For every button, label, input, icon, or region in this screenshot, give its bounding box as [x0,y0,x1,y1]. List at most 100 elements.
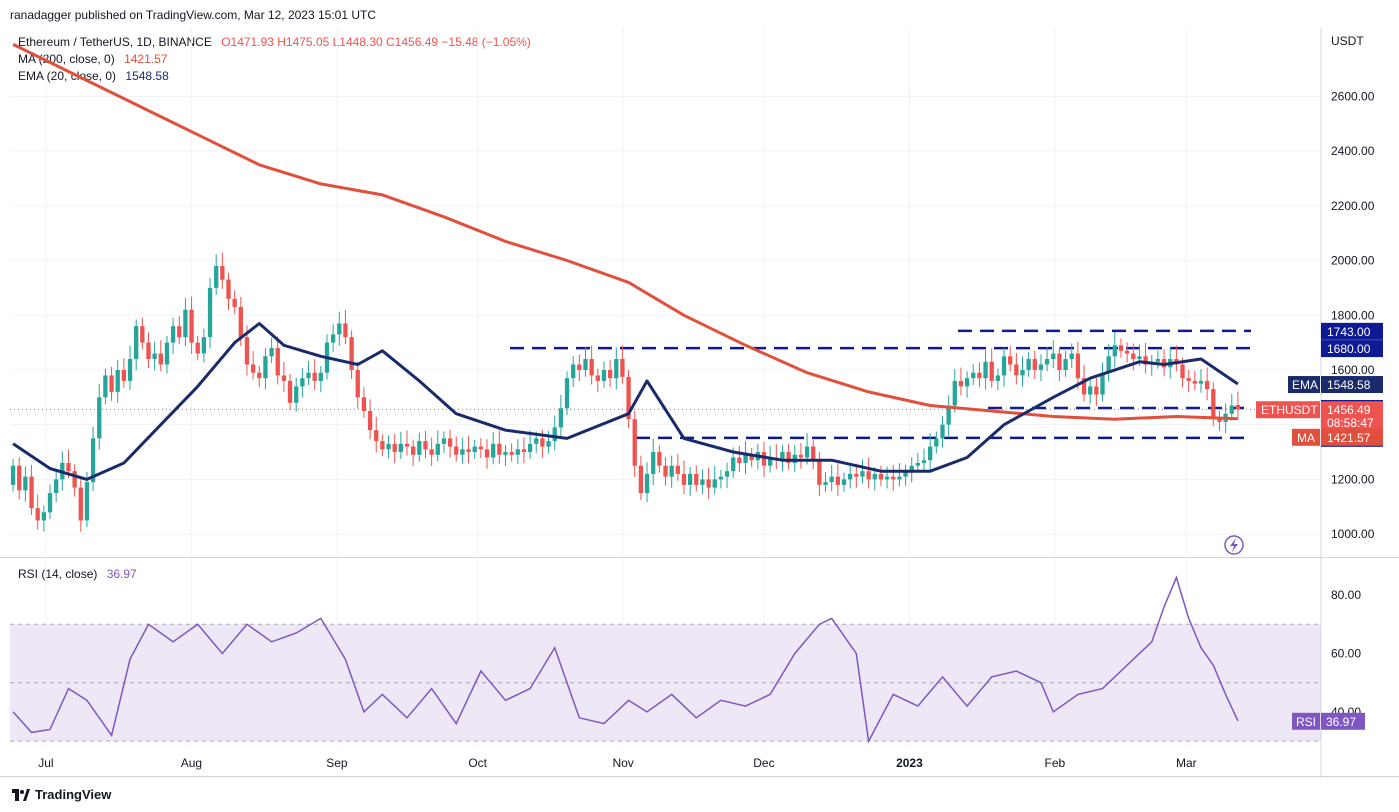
candle-body [577,364,582,370]
rsi-value: 36.97 [106,567,137,581]
candle-body [626,376,631,420]
candle-body [989,361,994,381]
candle-body [1001,356,1007,376]
candle-body [527,443,533,453]
candle-body [1137,356,1142,360]
candle-body [644,473,650,494]
rsi-line-group [12,575,1239,744]
candle-body [1008,356,1013,365]
candle-body [700,479,705,485]
level-tag-bg [1321,322,1383,340]
lightning-icon[interactable] [1224,535,1244,555]
candle-body [140,326,145,343]
ma-tag-bg [1321,428,1383,446]
candle-body [509,452,514,455]
candle-body [780,452,785,461]
candle-body [663,465,668,477]
time-tick-label: Nov [612,756,633,770]
candle-body [872,473,877,480]
rsi-name-bg [1292,712,1320,730]
candle-body [275,348,280,376]
candle-body [952,380,957,406]
candle-body [121,369,127,381]
ema-legend: EMA (20, close, 0) 1548.58 [18,69,169,83]
candle-body [441,438,447,444]
candle-body [712,479,717,488]
candle-body [41,512,47,521]
candle-body [355,369,360,398]
candle-body [1204,380,1210,390]
candle-body [1180,364,1185,379]
candle-body [921,460,927,463]
time-tick-label: 2023 [896,756,923,770]
price-tick-label: 2000.00 [1331,254,1375,268]
publisher-line: ranadagger published on TradingView.com,… [10,8,377,22]
candle-body [103,375,108,398]
candle-body [72,471,77,488]
candle-body [170,326,176,343]
candle-body [146,342,151,360]
candle-body [250,364,256,373]
candle-body [484,449,490,458]
candle-body [1217,419,1222,422]
candle-body [1186,378,1191,381]
axes: USDT1000.001200.001400.001600.001800.002… [0,28,1399,778]
candle-body [306,372,311,379]
candle-body [558,408,564,428]
last-price-tag-label: 1456.49 [1327,403,1371,417]
candle-body [152,353,157,360]
rsi-legend: RSI (14, close) 36.97 [18,567,137,581]
candle-body [214,266,219,288]
price-axis-unit: USDT [1331,34,1364,48]
symbol-name-bg [1256,401,1320,419]
candle-body [632,419,637,466]
rsi-band [10,623,1321,742]
candle-body [78,487,83,521]
candle-body [337,323,342,335]
ema-line [12,322,1239,481]
candle-body [472,446,477,453]
ema-value: 1548.58 [125,69,169,83]
candle-body [257,372,262,379]
symbol-legend: Ethereum / TetherUS, 1D, BINANCE O1471.9… [18,35,531,49]
candle-body [657,452,662,466]
candle-body [207,287,213,338]
candle-body [1032,359,1037,370]
candle-body [454,446,459,455]
candle-body [398,443,403,453]
candle-body [318,372,323,381]
candle-body [1229,405,1234,414]
last-price-tag-countdown: 08:58:47 [1327,416,1374,430]
candle-body [786,452,791,463]
candle-body [915,462,921,466]
candle-body [515,449,520,455]
price-tick-label: 1800.00 [1331,308,1375,322]
ema-name-label: EMA [1292,378,1318,392]
candle-body [115,369,120,392]
candle-body [552,427,557,442]
candle-body [897,476,902,480]
candle-body [287,380,293,403]
candle-body [835,476,841,485]
candle-body [220,266,225,280]
candle-body [281,375,287,381]
candle-body [866,471,871,480]
candle-body [90,438,96,483]
candle-body [669,465,674,477]
candle-body [983,361,988,379]
ma-line [12,43,1238,421]
candle-body [534,438,539,444]
candle-body [694,473,699,485]
candle-body [343,323,348,338]
levels [10,329,1321,440]
candle-body [84,482,90,521]
candle-body [447,438,453,447]
candle-body [1235,405,1241,410]
candle-body [330,334,336,343]
candle-body [1211,389,1216,420]
candle-body [878,473,884,480]
rsi-tick-label: 80.00 [1331,588,1361,602]
candle-body [718,476,724,480]
candle-body [946,405,951,425]
